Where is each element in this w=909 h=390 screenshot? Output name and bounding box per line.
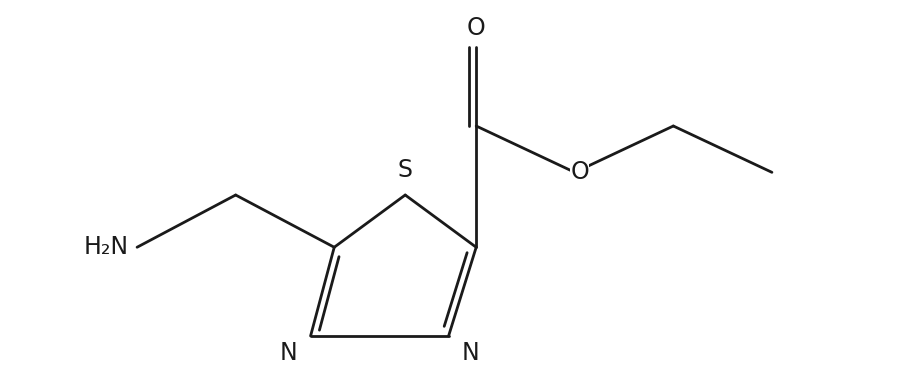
Text: O: O [467, 16, 485, 40]
Text: H₂N: H₂N [84, 235, 129, 259]
Text: N: N [462, 341, 479, 365]
Text: N: N [280, 341, 298, 365]
Text: S: S [398, 158, 413, 182]
Text: O: O [570, 160, 589, 184]
